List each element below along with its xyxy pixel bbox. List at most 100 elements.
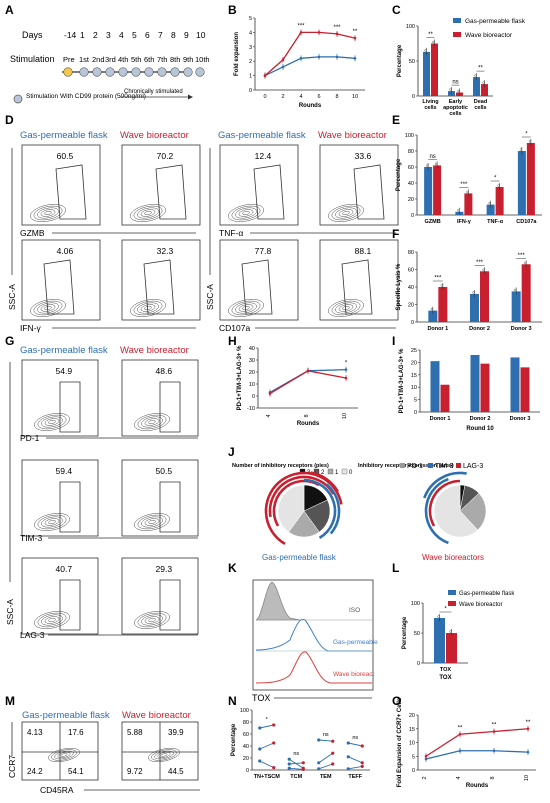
flow-gate: [59, 579, 81, 631]
point-wave: [331, 762, 335, 766]
chart-triple-positive: -10 0 10 20 30 40 PD-1+TIM-3+LAG-3+ % 4 8 10 Round…: [237, 345, 358, 427]
series-point: [317, 55, 321, 59]
flow-gate: [241, 259, 273, 315]
m-wave-title: Wave bioreactor: [122, 710, 191, 721]
sig-annotation: ***: [434, 276, 442, 282]
sig-annotation: ***: [333, 25, 341, 31]
y-tick-label: 0: [249, 88, 252, 94]
series-point: [335, 32, 339, 36]
point-gas: [287, 762, 291, 766]
stim-label: 9th: [183, 55, 193, 64]
pie-legend-swatch: [327, 468, 334, 475]
bar: [424, 167, 433, 215]
chart-specific-lysis: 0 20 40 60 80 Specific Lysis % Donor 1 *** Donor…: [396, 250, 542, 332]
panel-k-histogram: ISO Gas-permeable Wave bioreact TOX: [252, 579, 378, 703]
sig-annotation: ***: [518, 253, 526, 259]
x-tick-line: Living: [422, 99, 438, 105]
panel-letter-j: J: [228, 445, 235, 459]
y-tick-label: 0: [412, 94, 415, 100]
point-wave: [331, 739, 335, 743]
x-tick-line: Dead: [474, 99, 487, 105]
x-tick-label: 10: [342, 413, 348, 419]
x-axis-label: Rounds: [299, 103, 322, 109]
x-tick-label: Donor 2: [470, 416, 491, 422]
panel-letter-m: M: [5, 694, 15, 708]
pair-line: [259, 742, 274, 750]
pair-line: [318, 763, 333, 770]
j-legend2: PD-1 TIM-3 LAG-3: [400, 463, 483, 470]
g-axis-lag3: LAG-3: [20, 630, 45, 640]
x-tick-label: 10: [524, 775, 530, 781]
sig-annotation: *: [444, 607, 447, 613]
stim-label: 6th: [144, 55, 154, 64]
receptor-arc: [424, 477, 449, 545]
contour: [41, 614, 63, 626]
y-tick-label: 0: [414, 410, 417, 416]
m-xaxis: CD45RA: [40, 785, 74, 795]
panel-letter-d: D: [5, 113, 14, 127]
y-tick-label: 20: [243, 756, 249, 762]
receptor-arc: [303, 478, 337, 539]
contour: [242, 211, 250, 215]
stim-label: 8th: [170, 55, 180, 64]
contour: [30, 204, 66, 222]
sig-annotation: **: [458, 725, 463, 731]
series-line: [264, 56, 356, 77]
stim-label: 3rd: [105, 55, 116, 64]
pair-line: [318, 739, 333, 742]
stim-label: Pre: [63, 55, 75, 64]
y-axis-label: Fold Expansion of CCR7+ Cells: [397, 697, 403, 787]
day-label: 8: [171, 30, 176, 40]
contour: [37, 612, 67, 628]
day-label: 9: [184, 30, 189, 40]
contour: [37, 207, 59, 219]
dot: [466, 190, 469, 193]
y-tick-label: 10: [249, 382, 255, 388]
contour: [44, 518, 60, 526]
pie-legend-label: 1: [335, 470, 339, 476]
series-point: [526, 750, 530, 754]
x-tick-label: TNF-α: [487, 219, 504, 225]
j-pies: [264, 471, 487, 546]
bar: [428, 310, 438, 322]
point-gas: [317, 767, 321, 771]
contour: [44, 211, 52, 215]
y-tick-label: 20: [408, 303, 414, 309]
series-point: [306, 369, 310, 373]
panel-letter-i: I: [392, 334, 395, 348]
legend-wave-swatch: [453, 32, 461, 37]
contour: [134, 611, 170, 629]
x-tick-label: IFN-γ: [457, 219, 472, 225]
flow-frame: [219, 144, 299, 226]
flow-gate: [155, 164, 187, 220]
legend-gas-label: Gas-permeable flask: [465, 18, 526, 25]
series-point: [526, 727, 530, 731]
bar: [517, 151, 526, 215]
point-gas: [346, 755, 350, 759]
point-gas: [287, 766, 291, 770]
contour: [228, 299, 264, 317]
gate-value: 88.1: [355, 246, 372, 256]
panel-letter-e: E: [392, 113, 400, 127]
y-tick-label: 5: [249, 16, 252, 22]
k-wave-label: Wave bioreact: [333, 671, 374, 678]
dot: [449, 630, 452, 633]
contour: [338, 209, 354, 217]
dot: [440, 284, 443, 287]
contour: [151, 749, 177, 761]
contour: [228, 204, 264, 222]
y-tick-label: 10: [409, 741, 415, 747]
d-gas-title-1: Gas-permeable flask: [20, 130, 108, 141]
series-point: [424, 754, 428, 758]
stim-circle: [157, 67, 167, 77]
bar: [430, 361, 440, 412]
dot: [432, 40, 435, 44]
q4-value: 44.5: [168, 767, 184, 776]
flow-frame: [121, 144, 201, 226]
contour: [133, 205, 163, 221]
series-line: [425, 750, 529, 760]
y-tick-label: 40: [249, 346, 255, 352]
day-label: 1: [80, 30, 85, 40]
bar: [511, 291, 521, 322]
x-tick-label: TCM: [290, 774, 302, 780]
